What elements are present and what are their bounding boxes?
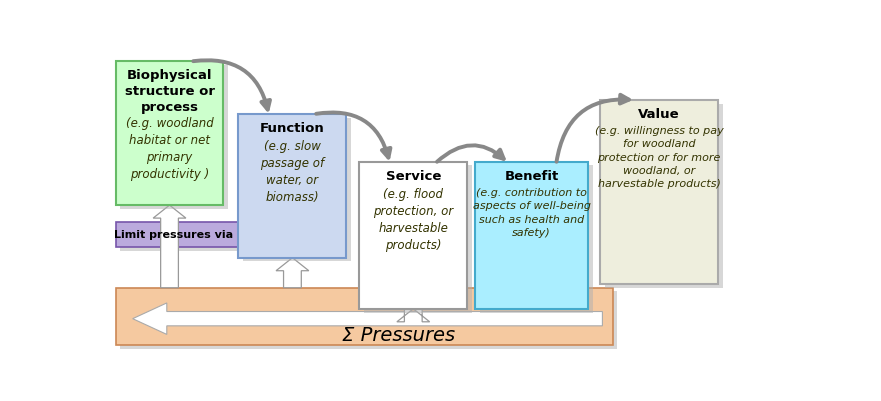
Text: Σ Pressures: Σ Pressures (342, 325, 455, 344)
Text: (e.g. woodland
habitat or net
primary
productivity ): (e.g. woodland habitat or net primary pr… (126, 117, 213, 181)
Text: Service: Service (386, 169, 441, 182)
FancyBboxPatch shape (115, 288, 612, 345)
Polygon shape (153, 206, 186, 288)
FancyBboxPatch shape (239, 115, 346, 258)
Text: (e.g. willingness to pay
for woodland
protection or for more
woodland, or
harves: (e.g. willingness to pay for woodland pr… (595, 126, 723, 188)
Text: Limit pressures via policy action?: Limit pressures via policy action? (115, 230, 323, 240)
FancyBboxPatch shape (480, 166, 593, 313)
Polygon shape (396, 288, 430, 322)
Polygon shape (276, 258, 309, 288)
FancyBboxPatch shape (121, 292, 618, 349)
FancyBboxPatch shape (121, 66, 228, 209)
FancyBboxPatch shape (115, 62, 224, 206)
Text: Function: Function (260, 121, 325, 134)
Text: Value: Value (638, 107, 680, 120)
FancyBboxPatch shape (605, 104, 722, 288)
FancyBboxPatch shape (364, 166, 472, 313)
FancyBboxPatch shape (359, 162, 467, 309)
Polygon shape (133, 303, 603, 334)
FancyBboxPatch shape (115, 222, 322, 247)
FancyBboxPatch shape (476, 162, 589, 309)
Text: (e.g. slow
passage of
water, or
biomass): (e.g. slow passage of water, or biomass) (261, 140, 324, 204)
FancyBboxPatch shape (121, 226, 327, 251)
Text: Biophysical
structure or
process: Biophysical structure or process (124, 69, 215, 114)
FancyBboxPatch shape (600, 101, 718, 284)
FancyBboxPatch shape (243, 118, 352, 262)
Text: (e.g. contribution to
aspects of well-being
such as health and
safety): (e.g. contribution to aspects of well-be… (473, 188, 591, 237)
Text: Benefit: Benefit (505, 169, 559, 182)
Text: (e.g. flood
protection, or
harvestable
products): (e.g. flood protection, or harvestable p… (374, 188, 454, 251)
